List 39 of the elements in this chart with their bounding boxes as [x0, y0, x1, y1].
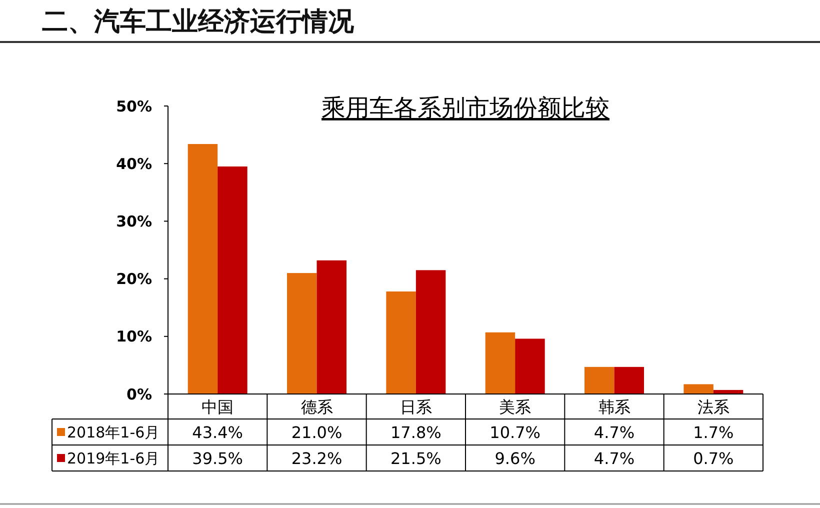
legend-label: 2018年1-6月 — [67, 424, 160, 442]
y-tick-label: 0% — [126, 385, 152, 404]
y-tick-label: 30% — [116, 212, 152, 230]
y-tick-label: 20% — [116, 270, 152, 288]
bar — [386, 291, 416, 394]
data-label: 1.7% — [693, 423, 734, 442]
x-tick-label: 美系 — [499, 398, 532, 417]
x-tick-label: 韩系 — [598, 398, 630, 417]
bar — [188, 144, 218, 394]
bar — [485, 332, 516, 394]
bar — [218, 166, 248, 394]
data-label: 4.7% — [594, 449, 635, 468]
chart-subtitle: 乘用车各系别市场份额比较 — [322, 94, 610, 122]
data-label: 4.7% — [594, 423, 635, 442]
x-tick-label: 日系 — [400, 398, 432, 417]
data-label: 21.0% — [291, 423, 342, 442]
y-tick-label: 40% — [116, 154, 152, 173]
x-tick-label: 德系 — [300, 398, 333, 417]
bar — [515, 338, 545, 394]
data-label: 23.2% — [291, 449, 342, 468]
x-tick-label: 法系 — [697, 398, 730, 417]
y-tick-label: 50% — [116, 97, 152, 116]
bar — [684, 384, 714, 394]
data-label: 0.7% — [693, 449, 734, 468]
data-label: 10.7% — [490, 423, 540, 442]
data-label: 21.5% — [390, 449, 442, 468]
data-label: 9.6% — [494, 449, 536, 468]
data-label: 17.8% — [390, 423, 442, 442]
data-label: 39.5% — [192, 449, 243, 468]
chart-title: 二、汽车工业经济运行情况 — [42, 7, 355, 37]
bar — [316, 260, 346, 394]
y-tick-label: 10% — [116, 328, 152, 346]
bar — [584, 366, 614, 394]
legend-label: 2019年1-6月 — [67, 450, 160, 468]
bar — [416, 270, 446, 394]
bar — [287, 273, 317, 394]
data-label: 43.4% — [192, 423, 243, 442]
bar — [614, 366, 644, 394]
x-tick-label: 中国 — [202, 398, 234, 417]
